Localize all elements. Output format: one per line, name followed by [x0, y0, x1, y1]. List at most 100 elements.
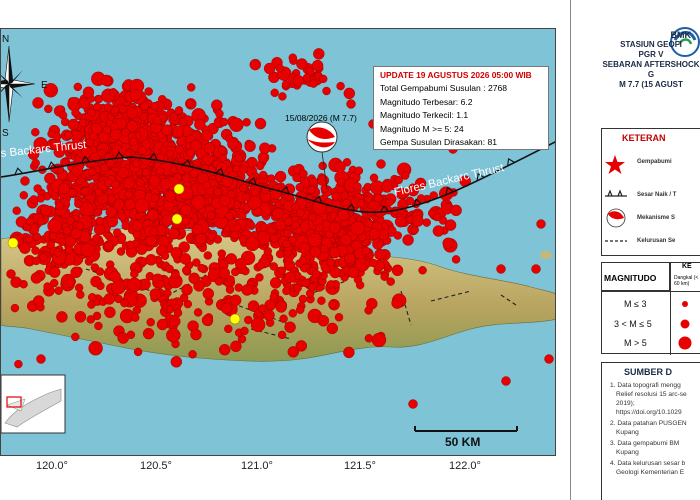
aftershock-dot — [43, 282, 52, 291]
thrust-tooth — [81, 155, 91, 164]
aftershock-dot — [278, 92, 287, 101]
aftershock-dot — [217, 146, 227, 155]
aftershock-dot — [350, 221, 365, 236]
aftershock-dot — [364, 334, 374, 343]
summary-box: UPDATE 19 AGUSTUS 2026 05:00 WIB Total G… — [373, 66, 549, 150]
aftershock-dot — [192, 258, 201, 267]
aftershock-dot — [66, 144, 75, 154]
aftershock-dot — [159, 178, 172, 190]
aftershock-dot — [275, 64, 284, 73]
focal-mechanism — [306, 121, 338, 153]
aftershock-dot — [179, 253, 192, 265]
lon-label: 120.5° — [140, 460, 172, 472]
update-title: UPDATE 19 AGUSTUS 2026 05:00 WIB — [380, 70, 532, 80]
aftershock-dot — [128, 137, 138, 146]
thrust-tooth — [346, 203, 356, 212]
aftershock-dot — [270, 88, 279, 97]
aftershock-dot — [53, 248, 63, 257]
aftershock-dot — [353, 182, 362, 191]
aftershock-dot — [80, 187, 90, 196]
aftershock-dot — [380, 272, 389, 281]
max-magnitude: Magnitudo Terbesar: 6.2 — [380, 96, 473, 107]
aftershock-dot — [317, 174, 329, 187]
aftershock-dot — [241, 193, 251, 202]
aftershock-dot — [224, 324, 233, 334]
aftershock-dot — [118, 212, 127, 222]
aftershock-dot — [202, 288, 215, 300]
aftershock-dot — [329, 246, 341, 259]
aftershock-dot — [432, 225, 445, 237]
aftershock-dot — [31, 246, 40, 255]
aftershock-dot — [172, 126, 184, 138]
aftershock-dot — [191, 223, 204, 236]
legend-panel: BMK STASIUN GEOFI PGR V SEBARAN AFTERSHO… — [570, 0, 700, 500]
aftershock-dot — [241, 284, 253, 296]
aftershock-dot — [64, 131, 73, 140]
lon-label: 121.5° — [344, 460, 376, 472]
aftershock-dot — [44, 172, 56, 185]
felt-aftershock-dot — [171, 213, 183, 225]
mag-over-5: Magnitudo M >= 5: 24 — [380, 123, 464, 134]
aftershock-dot — [408, 183, 417, 192]
thrust-tooth — [114, 151, 124, 159]
aftershock-dot — [234, 257, 247, 270]
aftershock-dot — [43, 83, 58, 98]
aftershock-dot — [226, 275, 235, 284]
aftershock-dot — [374, 193, 383, 203]
aftershock-dot — [317, 315, 330, 327]
keterangan-title: KETERAN — [622, 133, 666, 143]
thrust-tooth — [313, 195, 323, 204]
aftershock-dot — [308, 283, 317, 292]
aftershock-dot — [37, 217, 46, 226]
aftershock-dot — [277, 330, 287, 340]
aftershock-dot — [309, 246, 322, 258]
aftershock-dot — [164, 190, 177, 202]
aftershock-dot — [161, 214, 174, 227]
aftershock-dot — [197, 263, 206, 273]
aftershock-dot — [282, 286, 291, 296]
aftershock-dot — [39, 253, 48, 262]
aftershock-dot — [117, 167, 129, 179]
aftershock-dot — [451, 255, 461, 264]
aftershock-dot — [14, 359, 23, 369]
aftershock-dot — [385, 197, 394, 207]
aftershock-dot — [100, 163, 109, 173]
aftershock-dot — [364, 219, 374, 228]
source-line: 2019); — [616, 400, 635, 407]
aftershock-dot — [186, 83, 196, 92]
aftershock-dot — [260, 223, 269, 232]
min-magnitude: Magnitudo Terkecil: 1.1 — [380, 110, 469, 121]
aftershock-dot — [71, 332, 80, 342]
aftershock-dot — [418, 266, 427, 275]
aftershock-dot — [30, 272, 43, 284]
aftershock-dot — [170, 246, 182, 259]
aftershock-dot — [165, 264, 174, 274]
aftershock-dot — [102, 125, 112, 135]
aftershock-dot — [118, 104, 128, 114]
aftershock-dot — [125, 240, 135, 250]
map-frame[interactable]: s Backarc Thrust Flores Backarc Thrust 1… — [0, 28, 556, 456]
aftershock-dot — [386, 277, 395, 286]
aftershock-dot — [193, 308, 203, 317]
aftershock-dot — [402, 234, 414, 246]
aftershock-dot — [87, 167, 97, 177]
aftershock-dot — [70, 266, 82, 279]
source-line: Kupang — [616, 429, 639, 436]
aftershock-dot — [432, 212, 442, 222]
aftershock-dot — [104, 103, 113, 112]
aftershock-dot — [149, 288, 162, 300]
aftershock-dot — [36, 194, 45, 203]
aftershock-dot — [312, 269, 321, 279]
aftershock-dot — [317, 296, 326, 305]
mag-row-medium: 3 < M ≤ 5 — [614, 319, 652, 329]
aftershock-dot — [54, 286, 63, 295]
aftershock-dot — [270, 277, 282, 289]
aftershock-dot — [126, 107, 139, 119]
aftershock-dot — [105, 206, 118, 218]
aftershock-dot — [416, 194, 426, 203]
aftershock-dot — [203, 142, 216, 154]
aftershock-dot — [146, 318, 155, 327]
aftershock-dot — [536, 219, 546, 229]
thrust-tooth — [148, 152, 158, 161]
felt-aftershock-dot — [173, 183, 185, 195]
